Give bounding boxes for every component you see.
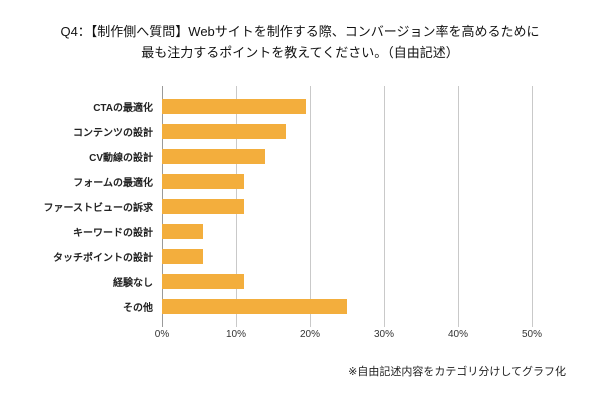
- labels-col: CTAの最適化コンテンツの設計 CV動線の設計フォームの最適化ファーストビューの訴…: [8, 94, 162, 319]
- plot-area: [162, 85, 533, 327]
- bar: [162, 123, 286, 139]
- x-tick-label: 50%: [521, 328, 543, 340]
- x-tick-label: 20%: [299, 328, 321, 340]
- bar-row: [162, 94, 532, 119]
- bar-row: [162, 194, 532, 219]
- bar: [162, 298, 347, 314]
- x-tick-label: 10%: [225, 328, 247, 340]
- category-label: その他: [123, 302, 153, 314]
- chart-title-line1: Q4：【制作側へ質問】Webサイトを制作する際、コンバージョン率を高めるために: [60, 24, 540, 39]
- bar-row: [162, 269, 532, 294]
- category-label: 経験なし: [113, 277, 153, 289]
- bar: [162, 273, 245, 289]
- bar-row: [162, 144, 532, 169]
- gridline: [532, 85, 533, 327]
- bar-row: [162, 119, 532, 144]
- category-label: タッチポイントの設計: [53, 252, 153, 264]
- bar-chart: CTAの最適化コンテンツの設計 CV動線の設計フォームの最適化ファーストビューの訴…: [0, 85, 600, 327]
- x-tick-label: 40%: [447, 328, 469, 340]
- category-label: CTAの最適化: [93, 102, 153, 114]
- category-label: フォームの最適化: [73, 177, 153, 189]
- category-label: キーワードの設計: [73, 227, 153, 239]
- footnote: ※自由記述内容をカテゴリ分けしてグラフ化: [348, 365, 566, 378]
- chart-title: Q4：【制作側へ質問】Webサイトを制作する際、コンバージョン率を高めるために …: [0, 22, 600, 64]
- bar: [162, 148, 265, 164]
- x-tick-label: 30%: [373, 328, 395, 340]
- x-axis: 0% 10% 20% 30% 40% 50%: [155, 328, 542, 347]
- category-label: ファーストビューの訴求: [43, 202, 154, 214]
- bar-row: [162, 244, 532, 269]
- chart-title-line2: 最も注力するポイントを教えてください。（自由記述）: [141, 44, 459, 60]
- bar: [162, 98, 306, 114]
- bar-row: [162, 294, 532, 319]
- bar: [162, 248, 204, 264]
- bar: [162, 173, 245, 189]
- bar: [162, 198, 245, 214]
- category-label: コンテンツの設計: [73, 127, 153, 139]
- x-tick-label: 0%: [154, 328, 170, 340]
- category-label: CV動線の設計: [89, 152, 153, 164]
- bar-row: [162, 219, 532, 244]
- bars-col: [162, 94, 532, 319]
- bar-row: [162, 169, 532, 194]
- bar: [162, 223, 204, 239]
